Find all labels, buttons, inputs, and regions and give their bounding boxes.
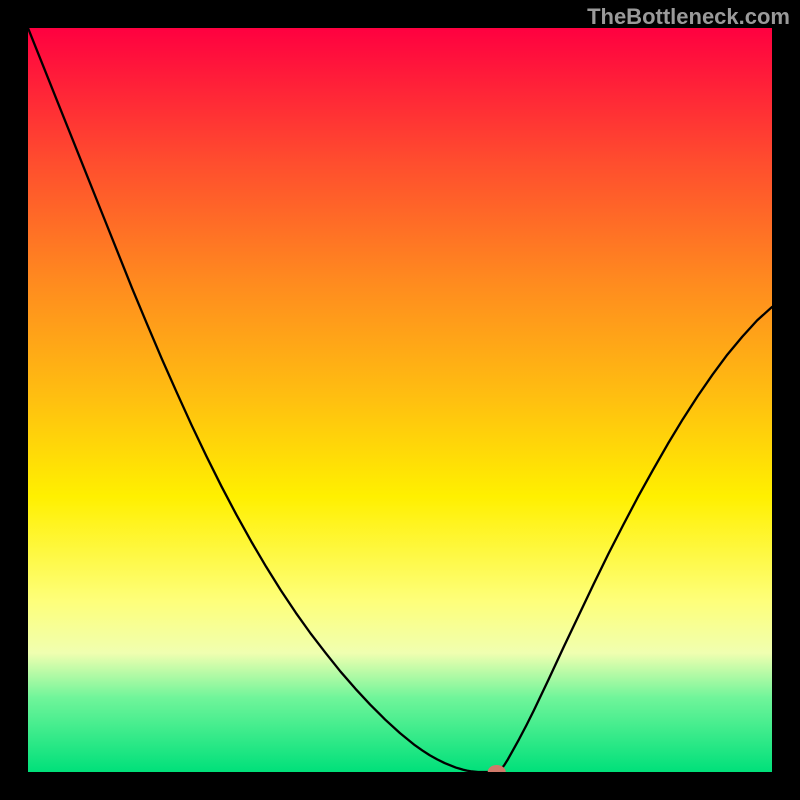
watermark-text: TheBottleneck.com [587, 4, 790, 30]
canvas: TheBottleneck.com [0, 0, 800, 800]
plot-background [28, 28, 772, 772]
bottleneck-chart [28, 28, 772, 772]
